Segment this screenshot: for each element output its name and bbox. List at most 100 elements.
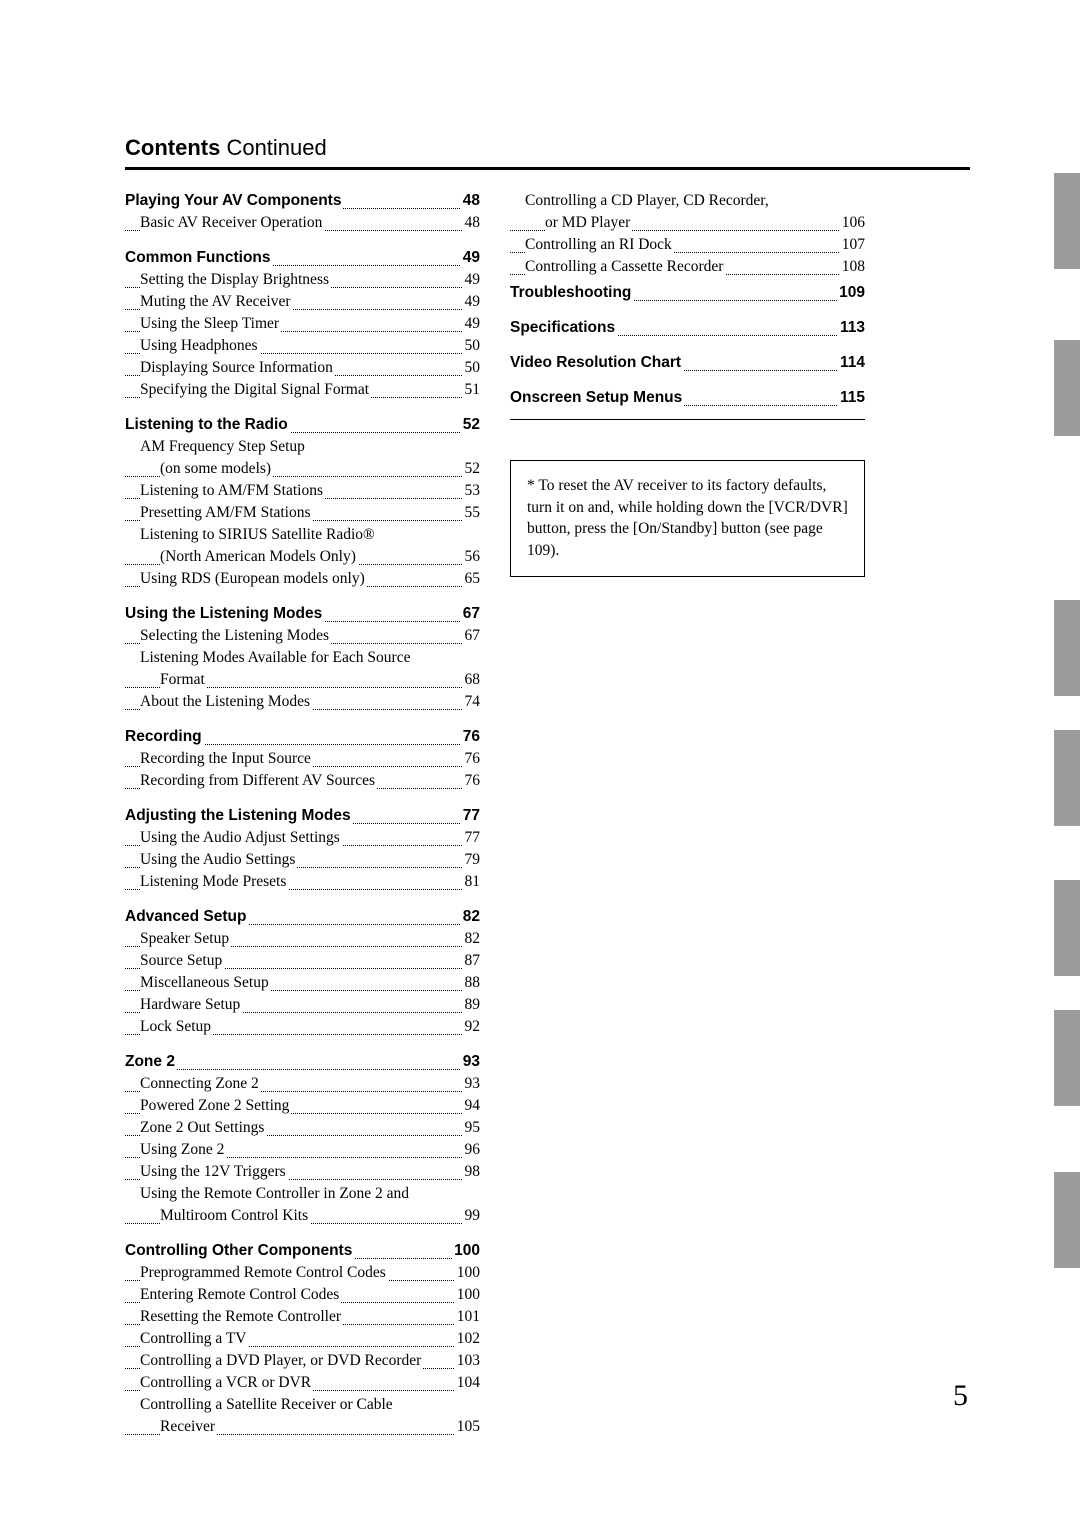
toc-page: 55 xyxy=(463,502,481,524)
toc-label: Onscreen Setup Menus xyxy=(510,389,684,406)
edge-tab xyxy=(1054,173,1080,269)
toc-section: Listening to the Radio 52 xyxy=(125,414,480,436)
toc-label: Controlling a Satellite Receiver or Cabl… xyxy=(140,1396,395,1413)
toc-label: Common Functions xyxy=(125,249,273,266)
toc-page: 94 xyxy=(463,1095,481,1117)
toc-page: 93 xyxy=(463,1073,481,1095)
toc-entry: Using the Sleep Timer 49 xyxy=(125,313,480,335)
toc-page: 108 xyxy=(840,256,865,278)
toc-entry: Using Zone 2 96 xyxy=(125,1139,480,1161)
toc-page: 104 xyxy=(455,1372,480,1394)
toc-entry: Using the 12V Triggers 98 xyxy=(125,1161,480,1183)
toc-page: 50 xyxy=(463,335,481,357)
toc-section: Onscreen Setup Menus 115 xyxy=(510,387,865,409)
edge-tab xyxy=(1054,600,1080,696)
toc-entry: Using the Audio Settings 79 xyxy=(125,849,480,871)
edge-tab xyxy=(1054,880,1080,976)
toc-label: Format xyxy=(160,671,207,688)
toc-page: 113 xyxy=(838,317,865,339)
toc-entry: Using RDS (European models only) 65 xyxy=(125,568,480,590)
toc-page: 65 xyxy=(463,568,481,590)
toc-page: 107 xyxy=(840,234,865,256)
toc-entry: Receiver 105 xyxy=(125,1416,480,1438)
toc-section: Common Functions 49 xyxy=(125,247,480,269)
toc-entry: Resetting the Remote Controller 101 xyxy=(125,1306,480,1328)
toc-entry: Connecting Zone 2 93 xyxy=(125,1073,480,1095)
toc-label: Listening Mode Presets xyxy=(140,873,288,890)
toc-label: Using Zone 2 xyxy=(140,1141,226,1158)
toc-entry: Preprogrammed Remote Control Codes 100 xyxy=(125,1262,480,1284)
toc-entry: Using Headphones 50 xyxy=(125,335,480,357)
toc-label: Hardware Setup xyxy=(140,996,242,1013)
toc-leader xyxy=(125,1069,480,1070)
toc-page: 114 xyxy=(838,352,865,374)
toc-label: Advanced Setup xyxy=(125,908,248,925)
toc-page: 100 xyxy=(455,1262,480,1284)
toc-entry: About the Listening Modes 74 xyxy=(125,691,480,713)
toc-entry: Recording the Input Source 76 xyxy=(125,748,480,770)
heading-rest: Continued xyxy=(220,135,326,160)
toc-page: 67 xyxy=(463,625,481,647)
toc-label: Source Setup xyxy=(140,952,224,969)
page-heading: Contents Continued xyxy=(125,135,970,161)
page-number: 5 xyxy=(953,1379,968,1413)
toc-entry: Listening Mode Presets 81 xyxy=(125,871,480,893)
toc-label: Basic AV Receiver Operation xyxy=(140,214,324,231)
toc-label: Controlling a CD Player, CD Recorder, xyxy=(525,192,771,209)
toc-page: 106 xyxy=(840,212,865,234)
toc-entry: Controlling a TV 102 xyxy=(125,1328,480,1350)
toc-label: Recording xyxy=(125,728,204,745)
toc-label: Muting the AV Receiver xyxy=(140,293,293,310)
toc-entry: Specifying the Digital Signal Format 51 xyxy=(125,379,480,401)
toc-label: Displaying Source Information xyxy=(140,359,335,376)
toc-page: 76 xyxy=(463,770,481,792)
toc-entry: Controlling an RI Dock 107 xyxy=(510,234,865,256)
toc-entry: AM Frequency Step Setup xyxy=(125,436,480,458)
toc-label: Listening to SIRIUS Satellite Radio® xyxy=(140,526,377,543)
toc-section: Video Resolution Chart 114 xyxy=(510,352,865,374)
toc-page: 115 xyxy=(838,387,865,409)
toc-page: 95 xyxy=(463,1117,481,1139)
toc-entry: Controlling a DVD Player, or DVD Recorde… xyxy=(125,1350,480,1372)
toc-label: Resetting the Remote Controller xyxy=(140,1308,343,1325)
toc-page: 102 xyxy=(455,1328,480,1350)
toc-page: 105 xyxy=(455,1416,480,1438)
toc-page: 49 xyxy=(463,313,481,335)
toc-page: 74 xyxy=(463,691,481,713)
toc-page: 93 xyxy=(461,1051,480,1073)
toc-label: Specifying the Digital Signal Format xyxy=(140,381,371,398)
toc-label: Setting the Display Brightness xyxy=(140,271,331,288)
toc-label: Using RDS (European models only) xyxy=(140,570,367,587)
toc-label: Recording from Different AV Sources xyxy=(140,772,377,789)
toc-entry: Controlling a CD Player, CD Recorder, xyxy=(510,190,865,212)
toc-page: 79 xyxy=(463,849,481,871)
toc-entry: Listening Modes Available for Each Sourc… xyxy=(125,647,480,669)
toc-page: 52 xyxy=(461,414,480,436)
toc-entry: Setting the Display Brightness 49 xyxy=(125,269,480,291)
edge-tab xyxy=(1054,340,1080,436)
toc-entry: Basic AV Receiver Operation 48 xyxy=(125,212,480,234)
toc-entry: Using the Audio Adjust Settings 77 xyxy=(125,827,480,849)
toc-page: 67 xyxy=(461,603,480,625)
toc-section: Advanced Setup 82 xyxy=(125,906,480,928)
toc-label: Preprogrammed Remote Control Codes xyxy=(140,1264,388,1281)
toc-page: 52 xyxy=(463,458,481,480)
toc-label: Lock Setup xyxy=(140,1018,213,1035)
toc-page: 68 xyxy=(463,669,481,691)
toc-entry: Listening to SIRIUS Satellite Radio® xyxy=(125,524,480,546)
toc-page: 48 xyxy=(463,212,481,234)
toc-page: 77 xyxy=(461,805,480,827)
right-column-top: Controlling a CD Player, CD Recorder, or… xyxy=(510,190,865,278)
toc-entry: or MD Player 106 xyxy=(510,212,865,234)
content-columns: Playing Your AV Components 48Basic AV Re… xyxy=(125,190,970,1438)
toc-label: Recording the Input Source xyxy=(140,750,313,767)
toc-page: 96 xyxy=(463,1139,481,1161)
toc-label: Zone 2 Out Settings xyxy=(140,1119,266,1136)
toc-label: Connecting Zone 2 xyxy=(140,1075,261,1092)
toc-page: 88 xyxy=(463,972,481,994)
right-rule xyxy=(510,419,865,420)
right-column-sections: Troubleshooting 109Specifications 113Vid… xyxy=(510,282,865,409)
toc-label: AM Frequency Step Setup xyxy=(140,438,307,455)
toc-page: 48 xyxy=(461,190,480,212)
toc-entry: Listening to AM/FM Stations 53 xyxy=(125,480,480,502)
